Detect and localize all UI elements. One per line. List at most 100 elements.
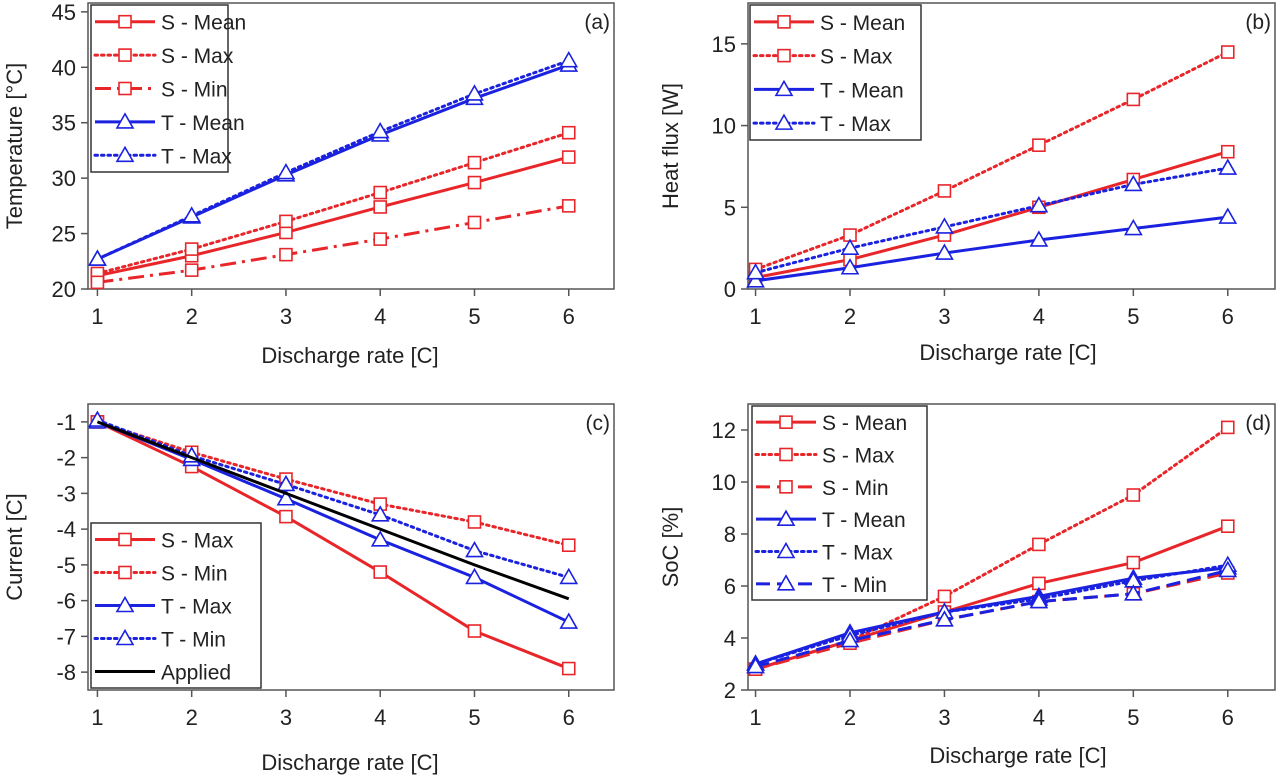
- x-tick-label: 4: [374, 304, 386, 329]
- series-line: [754, 563, 1230, 666]
- legend-marker: [115, 595, 135, 613]
- panel-label: (a): [584, 11, 610, 34]
- legend-label: Applied: [161, 662, 231, 685]
- legend-marker: [115, 145, 135, 163]
- legend-label: S - Min: [161, 79, 228, 102]
- data-point: [1218, 560, 1238, 578]
- y-tick-label: 45: [52, 0, 76, 25]
- data-point: [467, 624, 482, 638]
- data-point: [1123, 174, 1143, 192]
- legend-marker: [776, 509, 796, 526]
- data-point: [561, 199, 576, 213]
- x-tick-label: 5: [468, 304, 480, 329]
- data-point: [935, 610, 954, 627]
- data-point: [467, 515, 482, 529]
- y-tick-label: 25: [52, 222, 76, 247]
- legend-marker: [779, 415, 793, 429]
- data-point: [1123, 584, 1143, 601]
- series-line: [755, 150, 1229, 280]
- data-point: [467, 155, 482, 170]
- data-point: [561, 150, 576, 164]
- series-line: [754, 166, 1230, 275]
- y-tick-label: 10: [712, 114, 736, 139]
- x-tick-label: 4: [1033, 705, 1045, 730]
- data-point: [1220, 519, 1235, 534]
- y-tick-label: 12: [712, 418, 736, 443]
- y-tick-label: 2: [724, 678, 736, 703]
- data-point: [746, 263, 765, 280]
- plot-frame: [87, 2, 615, 290]
- x-tick-label: 5: [1127, 705, 1139, 730]
- series-line: [755, 524, 1229, 671]
- x-tick-label: 5: [1127, 304, 1139, 329]
- legend-marker: [118, 14, 132, 29]
- series-line: [95, 131, 571, 275]
- legend-marker: [777, 48, 791, 63]
- y-tick-label: 10: [712, 470, 736, 495]
- x-tick-label: 3: [280, 304, 292, 329]
- legend-marker: [115, 628, 135, 646]
- data-point: [1032, 138, 1046, 152]
- legend-marker: [118, 81, 132, 96]
- y-tick-label: 40: [52, 55, 76, 80]
- x-tick-label: 6: [563, 705, 575, 730]
- series-t-max: [88, 51, 579, 266]
- legend-marker: [118, 48, 132, 62]
- x-tick-label: 6: [1222, 705, 1234, 730]
- data-point: [1126, 92, 1141, 107]
- series-line: [97, 204, 570, 284]
- data-point: [1220, 144, 1235, 159]
- data-point: [373, 185, 388, 200]
- data-point: [746, 271, 765, 288]
- legend-marker: [118, 565, 132, 580]
- data-point: [559, 567, 579, 585]
- x-tick-label: 5: [468, 705, 480, 730]
- x-tick-label: 2: [844, 705, 856, 730]
- data-point: [465, 567, 484, 585]
- x-tick-label: 6: [563, 304, 575, 329]
- x-axis-label: Discharge rate [C]: [919, 340, 1096, 365]
- data-point: [559, 51, 579, 68]
- data-point: [373, 200, 388, 214]
- y-tick-label: -2: [56, 446, 76, 471]
- series-line: [754, 50, 1230, 271]
- data-point: [561, 538, 576, 553]
- y-tick-label: -6: [56, 589, 76, 614]
- data-point: [370, 530, 390, 547]
- data-point: [1220, 420, 1235, 435]
- legend-label: S - Max: [161, 530, 234, 553]
- legend-marker: [779, 480, 793, 494]
- y-tick-label: 0: [724, 277, 736, 302]
- data-point: [467, 175, 482, 190]
- series-line: [755, 568, 1229, 669]
- x-tick-label: 6: [1222, 304, 1234, 329]
- series-line: [97, 155, 570, 278]
- series-t-min: [88, 410, 579, 585]
- y-tick-label: 15: [712, 32, 736, 57]
- data-point: [935, 217, 954, 234]
- data-point: [1029, 591, 1049, 609]
- legend-label: T - Max: [161, 596, 232, 619]
- panel-label: (d): [1245, 412, 1271, 435]
- y-tick-label: -4: [56, 517, 76, 542]
- y-tick-label: -5: [56, 553, 76, 578]
- data-point: [1029, 196, 1049, 213]
- data-point: [88, 249, 107, 266]
- plot-frame: [87, 403, 615, 691]
- series-line: [754, 425, 1230, 671]
- data-point: [1126, 555, 1141, 570]
- series-s-mean: [748, 144, 1235, 285]
- panel-label: (c): [586, 412, 611, 435]
- data-point: [184, 242, 199, 256]
- x-axis-label: Discharge rate [C]: [261, 343, 438, 368]
- y-tick-label: 8: [724, 522, 736, 547]
- legend-label: S - Mean: [820, 12, 905, 35]
- data-point: [467, 215, 482, 230]
- x-tick-label: 3: [280, 705, 292, 730]
- x-tick-label: 4: [1033, 304, 1045, 329]
- data-point: [840, 258, 860, 275]
- y-tick-label: -1: [56, 410, 76, 435]
- x-tick-label: 4: [374, 705, 386, 730]
- series-t-max: [746, 158, 1238, 280]
